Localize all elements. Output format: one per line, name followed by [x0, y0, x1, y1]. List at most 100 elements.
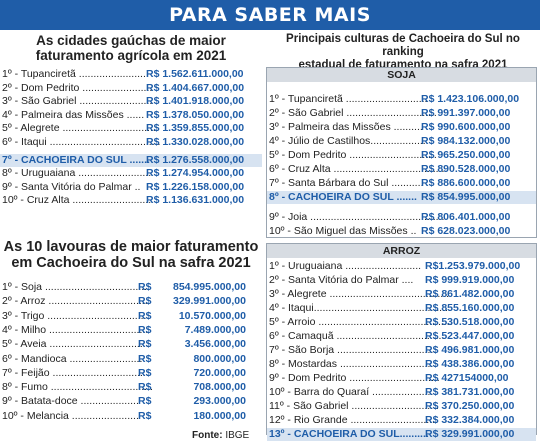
- row-value: 800.000,00: [193, 352, 246, 365]
- row-value: R$ 1.276.558.000,00: [146, 153, 245, 166]
- row-label: 8º - Uruguaiana ........................…: [2, 167, 152, 180]
- highlight-row: 13º - CACHOEIRA DO SUL.......... R$ 329.9…: [267, 428, 536, 441]
- row-value: R$ 438.386.000,00: [425, 358, 515, 370]
- list-row: 2º - São Gabriel .......................…: [267, 107, 536, 120]
- list-row: 2º - Arroz .............................…: [0, 295, 262, 308]
- row-value: R$ 370.250.000,00: [425, 400, 515, 412]
- row-label: 3º - Trigo .............................…: [2, 309, 150, 322]
- row-label: 3º - Alegrete ..........................…: [269, 288, 450, 300]
- row-currency: R$: [138, 295, 152, 308]
- row-value: R$ 1.359.855.000,00: [146, 122, 245, 135]
- row-currency: R$: [138, 323, 152, 336]
- list-row: 5º - Alegrete ..........................…: [0, 122, 262, 135]
- row-value: R$ 1.562.611.000,00: [146, 68, 244, 80]
- row-label: 9º - Dom Pedrito .......................…: [269, 372, 440, 384]
- list-row: 6º - Itaqui ............................…: [0, 136, 262, 149]
- list-row: 9º - Dom Pedrito .......................…: [267, 372, 536, 385]
- row-label: 2º - Santa Vitória do Palmar ....: [269, 274, 414, 286]
- row-label: 9º - Joia ..............................…: [269, 211, 445, 223]
- list-row: 6º - Camaquã ...........................…: [267, 330, 536, 343]
- row-currency: R$: [138, 381, 152, 394]
- left-top-title-line1: As cidades gaúchas de maior: [36, 33, 226, 48]
- list-row: 2º - Dom Pedrito .......................…: [0, 82, 262, 95]
- row-value: R$ 855.160.000,00: [425, 302, 515, 314]
- row-value: R$ 530.518.000,00: [425, 316, 515, 328]
- row-value: R$ 1.136.631.000,00: [146, 194, 245, 207]
- banner-title: PARA SABER MAIS: [0, 0, 540, 30]
- row-currency: R$: [138, 281, 152, 293]
- row-label: 7º - Feijão ............................…: [2, 366, 149, 379]
- row-label: 10º - Melancia .......................: [2, 409, 139, 422]
- row-label: 6º - Itaqui ............................…: [2, 136, 161, 148]
- arroz-box: ARROZ 1º - Uruguaiana ..................…: [266, 243, 537, 441]
- row-label: 8º - Fumo ..............................…: [2, 381, 153, 394]
- list-row: 4º - Júlio de Castilhos.................…: [267, 135, 536, 148]
- row-value: R$ 965.250.000,00: [421, 149, 511, 161]
- list-row: 6º - Mandioca ......................... R…: [0, 353, 262, 366]
- row-currency: R$: [138, 309, 152, 322]
- list-row: 4º - Itaqui.............................…: [267, 302, 536, 315]
- row-label: 5º - Dom Pedrito .......................…: [269, 149, 437, 161]
- row-label: 1º - Tupanciretã .......................: [2, 68, 146, 80]
- arroz-header: ARROZ: [267, 244, 536, 258]
- row-value: 854.995.000,00: [173, 281, 246, 293]
- row-label: 12º - Rio Grande .......................…: [269, 414, 438, 426]
- list-row: 1º - Tupanciretã .......................…: [267, 93, 536, 106]
- left-bottom-title: As 10 lavouras de maior faturamento em C…: [0, 239, 262, 271]
- list-row: 7º - Santa Bárbara do Sul ........... R$ …: [267, 177, 536, 190]
- list-row: 5º - Aveia .............................…: [0, 338, 262, 351]
- row-value: R$ 381.731.000,00: [425, 386, 515, 398]
- list-row: 3º - Palmeira das Missões .......... R$ 9…: [267, 121, 536, 134]
- list-row: 4º - Milho .............................…: [0, 324, 262, 337]
- row-value: R$ 523.447.000,00: [425, 330, 515, 342]
- row-label: 1º - Uruguaiana ........................…: [269, 260, 422, 272]
- list-row: 5º - Arroio ............................…: [267, 316, 536, 329]
- row-label: 4º - Itaqui.............................…: [269, 302, 451, 314]
- row-value: 3.456.000,00: [184, 338, 246, 351]
- row-value: R$ 854.995.000,00: [421, 191, 511, 203]
- row-label: 3º - São Gabriel .......................…: [2, 95, 153, 108]
- row-value: 708.000,00: [193, 381, 246, 394]
- row-label: 2º - São Gabriel .......................…: [269, 107, 437, 119]
- row-value: 293.000,00: [193, 395, 246, 408]
- row-value: R$ 329.991.000,00: [425, 428, 515, 440]
- list-row: 3º - São Gabriel .......................…: [0, 95, 262, 108]
- row-value: R$ 991.397.000,00: [421, 107, 511, 119]
- source-value: IBGE: [225, 430, 250, 441]
- list-row: 10º - Barra do Quaraí ..................…: [267, 386, 536, 399]
- list-row: 4º - Palmeira das Missões ...... R$ 1.378…: [0, 109, 262, 122]
- list-row: 9º - Joia ..............................…: [267, 211, 536, 224]
- row-value: R$ 890.528.000,00: [421, 163, 511, 175]
- row-value: R$ 1.401.918.000,00: [146, 95, 245, 108]
- row-label: 4º - Palmeira das Missões ......: [2, 108, 145, 121]
- row-value: R$ 1.330.028.000,00: [146, 136, 245, 148]
- row-label: 11º - São Gabriel ......................…: [269, 400, 439, 412]
- row-value: R$ 990.600.000,00: [421, 121, 511, 133]
- row-value: R$ 1.404.667.000,00: [146, 81, 245, 94]
- row-label: 7º - São Borja .........................…: [269, 344, 437, 356]
- highlight-row: 8º - CACHOEIRA DO SUL ....... R$ 854.995.…: [267, 191, 536, 204]
- row-currency: R$: [138, 409, 152, 422]
- row-label: 2º - Arroz .............................…: [2, 295, 148, 308]
- row-value: R$ 1.226.158.000,00: [146, 180, 245, 193]
- row-label: 5º - Arroio ............................…: [269, 316, 453, 328]
- list-row: 10º - Cruz Alta ........................…: [0, 194, 262, 207]
- row-value: R$ 628.023.000,00: [421, 225, 511, 237]
- list-row: 9º - Santa Vitória do Palmar .. R$ 1.226.…: [0, 181, 262, 194]
- list-row: 1º - Soja ..............................…: [0, 281, 262, 294]
- right-title: Principais culturas de Cachoeira do Sul …: [266, 33, 540, 72]
- row-value: R$ 1.274.954.000,00: [146, 167, 245, 180]
- list-row: 7º - São Borja .........................…: [267, 344, 536, 357]
- row-label: 5º - Aveia .............................…: [2, 338, 149, 351]
- list-row: 1º - Uruguaiana ........................…: [267, 260, 536, 273]
- row-value: 720.000,00: [193, 366, 246, 379]
- list-row: 3º - Alegrete ..........................…: [267, 288, 536, 301]
- list-row: 12º - Rio Grande .......................…: [267, 414, 536, 427]
- row-value: R$ 496.981.000,00: [425, 344, 515, 356]
- row-label: 9º - Santa Vitória do Palmar ..: [2, 180, 141, 193]
- row-value: R$ 999.919.000,00: [425, 274, 515, 286]
- list-row: 10º - São Miguel das Missões .. R$ 628.02…: [267, 225, 536, 238]
- row-label: 10º - Barra do Quaraí ..................…: [269, 386, 434, 398]
- row-value: R$ 806.401.000,00: [421, 211, 511, 223]
- list-row: 8º - Uruguaiana ........................…: [0, 167, 262, 180]
